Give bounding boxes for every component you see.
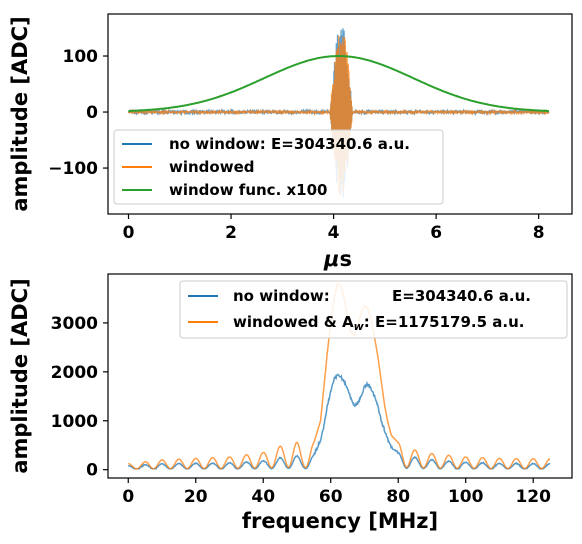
bottom-tick-marks xyxy=(103,322,534,483)
bottom-legend-no-window-energy: E=304340.6 a.u. xyxy=(392,287,531,305)
top-legend-label-window-func: window func. x100 xyxy=(169,181,327,199)
bottom-legend-windowed-subscript: w xyxy=(354,320,365,333)
bottom-x-axis-label: frequency [MHz] xyxy=(242,509,438,533)
x-tick-label: 8 xyxy=(533,223,545,243)
x-tick-label: 120 xyxy=(515,487,551,507)
bottom-chart-panel: 0 20 40 60 80 100 120 0 1000 2000 3000 frequency [… xyxy=(8,273,573,533)
bottom-tick-labels: 0 20 40 60 80 100 120 0 1000 2000 3000 xyxy=(51,314,551,507)
x-tick-label: 40 xyxy=(251,487,275,507)
top-legend-label-windowed: windowed xyxy=(169,158,255,176)
y-tick-label: 100 xyxy=(63,47,99,67)
bottom-legend: no window: E=304340.6 a.u. windowed & Aw:… xyxy=(179,280,568,339)
top-x-axis-label: μs xyxy=(323,247,352,271)
series-line-window-func xyxy=(128,55,549,112)
top-x-axis-label-prefix: μ xyxy=(323,247,339,271)
bottom-legend-box xyxy=(179,280,568,339)
x-tick-label: 20 xyxy=(184,487,208,507)
y-tick-label: 0 xyxy=(86,461,98,481)
top-chart-panel: 0 2 4 6 8 −100 0 100 μs amplitude [ADC] no wind… xyxy=(8,13,573,271)
x-tick-label: 80 xyxy=(386,487,410,507)
x-tick-label: 4 xyxy=(328,223,340,243)
top-legend-label-no-window: no window: E=304340.6 a.u. xyxy=(169,135,410,153)
bottom-y-axis-label: amplitude [ADC] xyxy=(8,278,32,473)
y-tick-label: −100 xyxy=(48,159,98,179)
x-tick-label: 0 xyxy=(122,487,134,507)
top-series-layer xyxy=(127,28,550,198)
y-tick-label: 1000 xyxy=(51,412,98,432)
x-tick-label: 6 xyxy=(430,223,442,243)
y-tick-label: 3000 xyxy=(51,314,98,334)
x-tick-label: 60 xyxy=(319,487,343,507)
series-line-windowed xyxy=(128,35,550,195)
x-tick-label: 100 xyxy=(448,487,484,507)
bottom-plot-frame xyxy=(107,273,573,479)
y-tick-label: 0 xyxy=(86,103,98,123)
top-legend: no window: E=304340.6 a.u. windowed wind… xyxy=(113,129,444,205)
y-tick-label: 2000 xyxy=(51,363,98,383)
bottom-legend-no-window-name: no window: xyxy=(233,287,330,305)
top-legend-box xyxy=(113,129,444,205)
top-y-axis-label: amplitude [ADC] xyxy=(8,16,32,211)
bottom-legend-label-windowed: windowed & Aw: E=1175179.5 a.u. xyxy=(233,313,524,333)
bottom-legend-windowed-name: windowed & A xyxy=(233,313,354,331)
top-tick-labels: 0 2 4 6 8 −100 0 100 xyxy=(48,47,544,243)
bottom-legend-windowed-energy: : E=1175179.5 a.u. xyxy=(364,313,525,331)
x-tick-label: 0 xyxy=(123,223,135,243)
bottom-legend-label-no-window: no window: E=304340.6 a.u. xyxy=(233,287,531,305)
x-tick-label: 2 xyxy=(225,223,237,243)
top-x-axis-label-unit: s xyxy=(339,247,352,271)
spectrum-line-no-window xyxy=(128,373,551,471)
top-plot-frame xyxy=(107,13,573,215)
top-tick-marks xyxy=(103,55,540,219)
